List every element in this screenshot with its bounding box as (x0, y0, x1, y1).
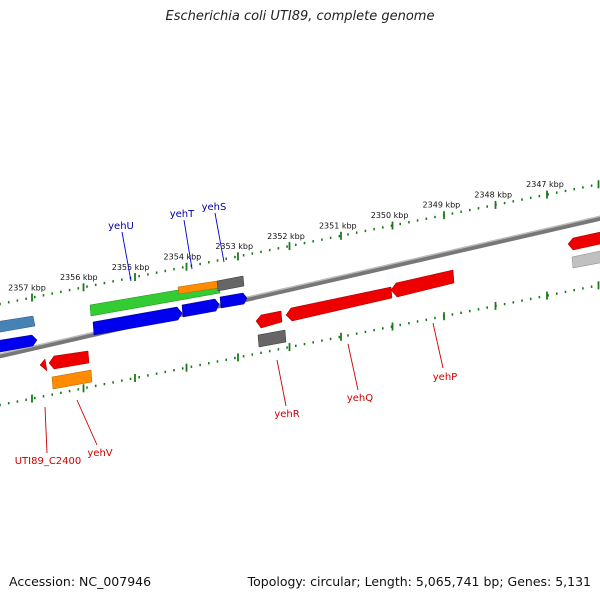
yehQ-leader (347, 343, 359, 391)
upper-gene-labels: yehU yehT yehS (108, 202, 226, 232)
scale-tick-label: 2348 kbp (474, 190, 512, 199)
scale-tick-label: 2351 kbp (319, 221, 357, 230)
yehT-leader (183, 219, 193, 270)
gray-feature[interactable] (216, 275, 245, 292)
lower-gene-labels: UTI89_C2400 yehV yehR yehQ yehP (15, 372, 458, 467)
yehT-cds-arrow[interactable] (181, 298, 220, 318)
yehV-cds-arrow[interactable] (48, 350, 90, 370)
scale-tick-label: 2350 kbp (371, 211, 409, 220)
yehP-cds-arrow[interactable] (390, 269, 455, 298)
scale-tick-label: 2354 kbp (164, 253, 202, 262)
small-reverse-arrow[interactable] (39, 358, 48, 372)
lower-scale-ruler (0, 281, 600, 407)
scale-tick-label: 2353 kbp (215, 242, 253, 251)
scale-tick-label: 2347 kbp (526, 180, 564, 189)
forward-features (0, 275, 248, 353)
gene-label-yehS[interactable]: yehS (202, 202, 227, 213)
yehV-leader (76, 399, 98, 446)
UTI89_C2400-leader (44, 406, 48, 454)
gene-label-yehP[interactable]: yehP (433, 372, 457, 383)
yehS-cds-arrow[interactable] (219, 292, 248, 309)
gray-feature-right[interactable] (571, 250, 600, 269)
accession-text: Accession: NC_007946 (9, 574, 152, 589)
yehU-leader (121, 231, 132, 282)
scale-tick-label: 2349 kbp (423, 201, 461, 210)
reverse-features (39, 231, 600, 390)
steelblue-feature[interactable] (0, 315, 36, 333)
yehS-leader (214, 212, 225, 263)
scale-tick-label: 2356 kbp (60, 273, 98, 282)
scale-tick-label: 2355 kbp (112, 263, 150, 272)
gene-label-yehR[interactable]: yehR (274, 409, 299, 420)
scale-tick-label: 2352 kbp (267, 232, 305, 241)
yehR-cds-arrow[interactable] (255, 310, 283, 329)
yehQ-cds-arrow[interactable] (285, 286, 393, 322)
topology-text: Topology: circular; Length: 5,065,741 bp… (247, 574, 591, 589)
gene-label-yehU[interactable]: yehU (108, 221, 134, 232)
reverse-cds-right[interactable] (567, 231, 600, 251)
lower-label-leaders (44, 322, 444, 454)
forward-cds-arrow[interactable] (0, 334, 38, 353)
gene-label-yehV[interactable]: yehV (87, 448, 112, 459)
UTI89_C2400-feature[interactable] (51, 369, 93, 390)
page-title: Escherichia coli UTI89, complete genome (165, 9, 435, 24)
gray-feature-lower[interactable] (257, 329, 287, 348)
upper-label-leaders (121, 212, 225, 282)
gene-label-UTI89_C2400[interactable]: UTI89_C2400 (15, 456, 82, 467)
gene-label-yehQ[interactable]: yehQ (347, 393, 373, 404)
upper-scale-ruler: 2357 kbp 2356 kbp 2355 kbp 2354 kbp 2353 kbp… (0, 180, 600, 306)
scale-tick-label: 2357 kbp (8, 284, 46, 293)
gene-label-yehT[interactable]: yehT (170, 209, 195, 220)
yehU-cds-arrow[interactable] (92, 306, 183, 336)
yehR-leader (276, 359, 287, 407)
yehP-leader (432, 322, 444, 369)
